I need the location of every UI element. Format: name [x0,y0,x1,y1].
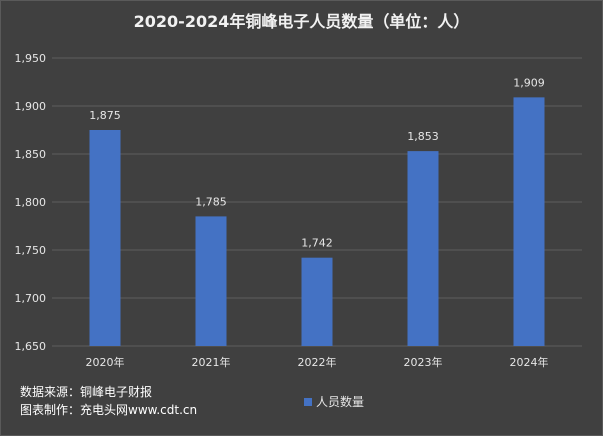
data-label: 1,785 [195,195,227,208]
data-label: 1,742 [301,237,333,250]
y-tick-label: 1,900 [15,100,47,113]
x-tick-label: 2023年 [404,355,443,369]
chart-title: 2020-2024年铜峰电子人员数量（单位：人） [133,12,470,31]
bar [89,130,121,346]
x-tick-label: 2020年 [86,355,125,369]
x-tick-label: 2024年 [510,355,549,369]
legend-swatch [304,397,312,406]
y-tick-label: 1,650 [15,340,47,353]
bar [301,257,333,346]
legend-label: 人员数量 [316,395,365,409]
y-tick-label: 1,750 [15,244,47,257]
source-note: 数据来源：铜峰电子财报 图表制作：充电头网www.cdt.cn [20,383,197,419]
x-tick-label: 2022年 [298,355,337,369]
bar [195,216,227,346]
source-line: 数据来源：铜峰电子财报 [20,385,153,399]
y-tick-label: 1,950 [15,52,47,65]
y-tick-label: 1,850 [15,148,47,161]
y-tick-label: 1,700 [15,292,47,305]
bar [407,151,439,346]
maker-line: 图表制作：充电头网www.cdt.cn [20,403,198,417]
y-tick-label: 1,800 [15,196,47,209]
data-label: 1,853 [407,130,439,143]
data-label: 1,875 [89,109,121,122]
legend: 人员数量 [304,393,364,410]
x-tick-label: 2021年 [192,355,231,369]
data-label: 1,909 [513,76,545,89]
bar [513,97,545,346]
